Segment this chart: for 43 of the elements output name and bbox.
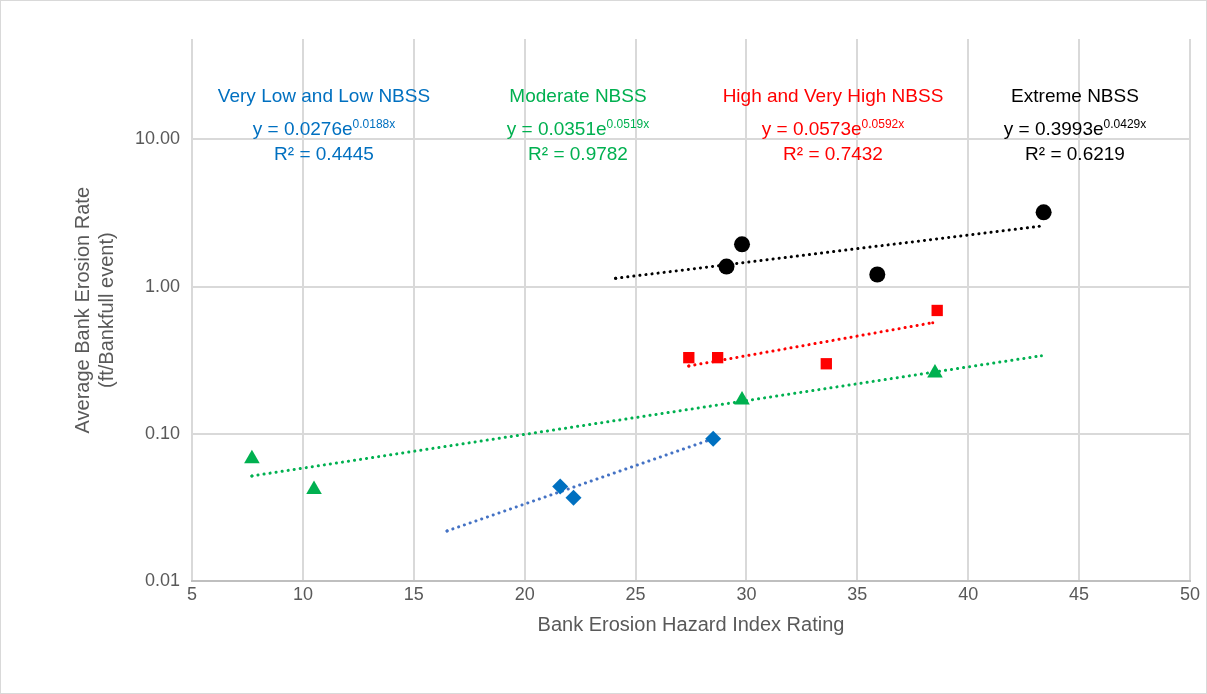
- point: [931, 304, 943, 317]
- x-tick-label: 50: [1179, 584, 1201, 605]
- x-tick-label: 40: [958, 584, 979, 605]
- point: [718, 258, 735, 275]
- point: [820, 358, 832, 370]
- y-tick-label: 10.00: [135, 128, 181, 149]
- annotation: y = 0.0276e$^{0.0188x}$: [252, 116, 396, 140]
- annotation: R² = 0.9782: [528, 143, 628, 165]
- x-tick-label: 45: [1069, 584, 1090, 605]
- y-tick-label: 0.01: [145, 570, 181, 591]
- point: [1035, 204, 1052, 221]
- annotation: R² = 0.4445: [274, 143, 374, 165]
- x-tick-label: 35: [847, 584, 868, 605]
- annotation: y = 0.3993e$^{0.0429x}$: [1003, 116, 1147, 140]
- point: [734, 391, 750, 405]
- x-axis-title: Bank Erosion Hazard Index Rating: [537, 612, 845, 635]
- y-tick-label: 1.00: [145, 275, 181, 296]
- point: [734, 236, 751, 253]
- x-tick-label: 25: [625, 584, 646, 605]
- point: [711, 352, 724, 364]
- annotation: R² = 0.6219: [1025, 143, 1125, 165]
- point: [683, 352, 695, 364]
- text: High and Very High NBSS: [722, 85, 944, 107]
- x-tick-label: 20: [514, 584, 535, 605]
- annotation: y = 0.0351e$^{0.0519x}$: [506, 116, 650, 140]
- y-axis-title: Average Bank Erosion Rate (ft/Bankfull event): [70, 186, 117, 434]
- point: [244, 449, 260, 464]
- x-tick-label: 5: [187, 584, 198, 605]
- text: Extreme NBSS: [1011, 85, 1139, 107]
- point: [927, 363, 943, 378]
- x-tick-label: 15: [403, 584, 424, 605]
- x-tick-label: 30: [736, 584, 757, 605]
- text: Very Low and Low NBSS: [217, 85, 431, 107]
- x-tick-label: 10: [292, 584, 313, 605]
- point: [552, 478, 569, 495]
- point: [869, 266, 886, 283]
- annotation: y = 0.0573e$^{0.0592x}$: [761, 116, 905, 140]
- point: [306, 480, 322, 495]
- y-tick-label: 0.10: [145, 423, 181, 444]
- point: [565, 489, 582, 506]
- point: [705, 430, 722, 447]
- annotation: R² = 0.7432: [783, 143, 883, 165]
- text: Moderate NBSS: [509, 85, 647, 107]
